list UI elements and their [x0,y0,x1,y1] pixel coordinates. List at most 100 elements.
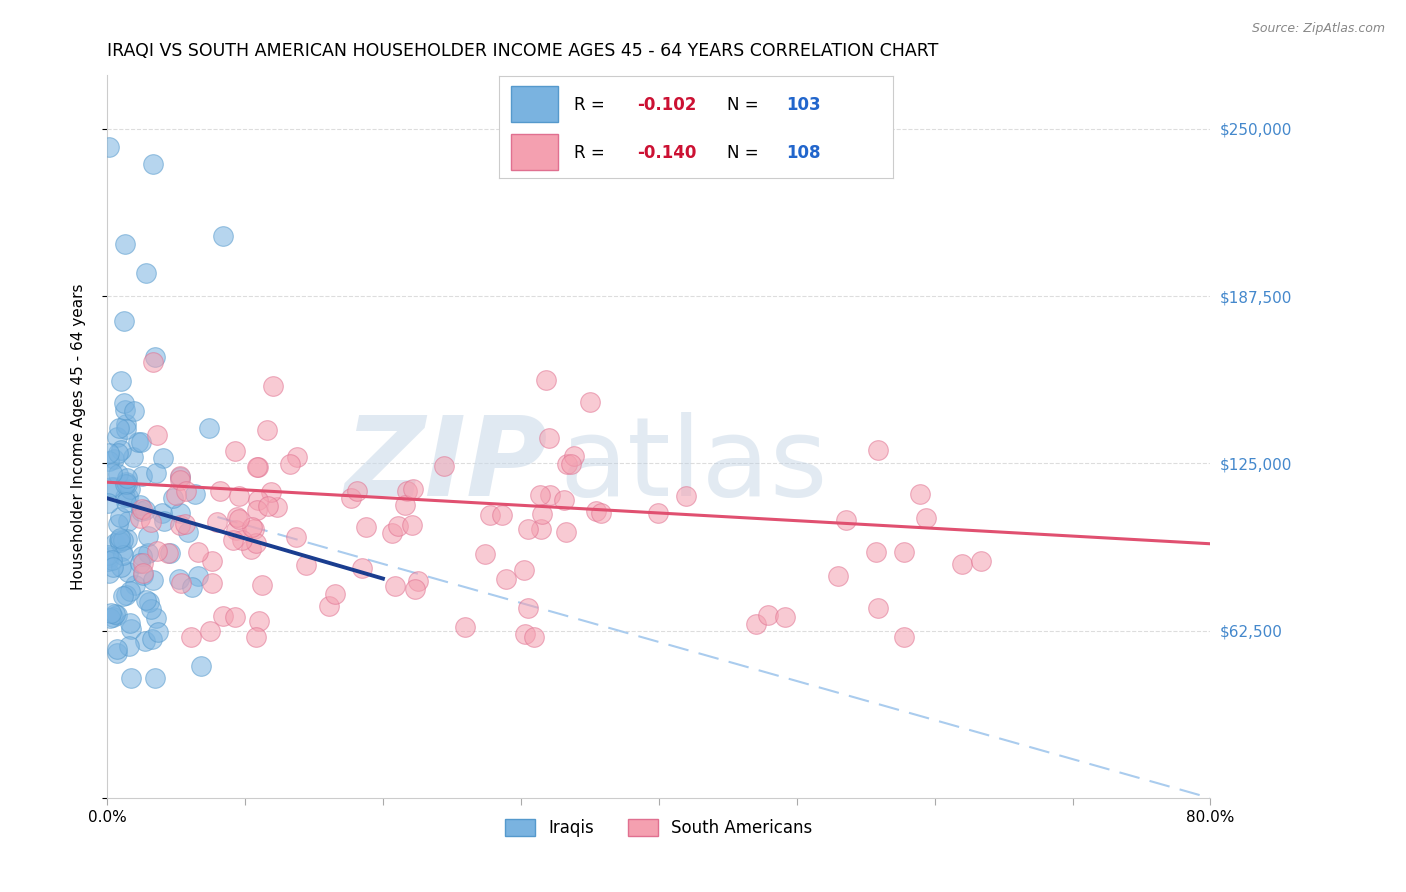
Iraqis [112,533,135,547]
South Americans [538,488,561,502]
South Americans [205,515,228,529]
South Americans [128,510,150,524]
South Americans [266,500,288,515]
South Americans [827,568,849,582]
South Americans [250,578,273,592]
Iraqis [115,532,138,546]
Text: R =: R = [574,95,610,113]
South Americans [562,450,585,464]
Iraqis [112,396,135,410]
Iraqis [127,435,149,450]
South Americans [914,510,936,524]
Iraqis [98,566,121,580]
Iraqis [135,266,157,280]
South Americans [247,493,270,508]
Iraqis [131,549,153,563]
South Americans [585,504,607,518]
South Americans [231,533,253,547]
South Americans [180,631,202,645]
Iraqis [101,560,124,574]
Legend: Iraqis, South Americans: Iraqis, South Americans [499,813,818,844]
South Americans [908,487,931,501]
Iraqis [129,504,152,518]
South Americans [208,483,231,498]
South Americans [970,553,993,567]
South Americans [240,519,263,533]
South Americans [323,587,346,601]
South Americans [245,631,267,645]
Text: IRAQI VS SOUTH AMERICAN HOUSEHOLDER INCOME AGES 45 - 64 YEARS CORRELATION CHART: IRAQI VS SOUTH AMERICAN HOUSEHOLDER INCO… [107,42,938,60]
Iraqis [114,490,136,504]
Text: N =: N = [727,95,765,113]
South Americans [173,517,195,532]
Iraqis [115,475,138,490]
South Americans [433,458,456,473]
Text: -0.102: -0.102 [637,95,696,113]
Iraqis [105,430,128,444]
Iraqis [184,487,207,501]
Iraqis [110,532,132,546]
South Americans [394,498,416,512]
South Americans [589,506,612,520]
Iraqis [110,535,132,549]
Iraqis [114,403,136,417]
South Americans [174,484,197,499]
Iraqis [115,417,138,431]
South Americans [381,525,404,540]
Iraqis [115,422,138,436]
South Americans [835,513,858,527]
Iraqis [128,556,150,570]
Iraqis [111,543,134,558]
South Americans [169,518,191,533]
Iraqis [114,495,136,509]
South Americans [530,522,553,536]
South Americans [560,457,582,471]
South Americans [478,508,501,523]
South Americans [395,484,418,499]
South Americans [246,503,269,517]
Iraqis [107,533,129,547]
Iraqis [118,639,141,653]
South Americans [529,488,551,502]
South Americans [523,631,546,645]
Iraqis [104,607,127,622]
Iraqis [124,403,146,417]
Text: -0.140: -0.140 [637,144,696,161]
Iraqis [197,421,219,435]
South Americans [516,601,538,615]
South Americans [243,522,266,536]
South Americans [950,558,973,572]
South Americans [145,544,167,558]
Iraqis [117,476,139,491]
South Americans [256,423,278,437]
Iraqis [134,634,156,648]
South Americans [773,610,796,624]
South Americans [225,523,247,537]
Iraqis [177,525,200,540]
Iraqis [118,584,141,599]
Iraqis [114,589,136,603]
Iraqis [112,548,135,562]
Iraqis [181,580,204,594]
South Americans [131,501,153,516]
Iraqis [162,491,184,505]
Iraqis [141,602,163,616]
South Americans [346,484,368,499]
South Americans [454,620,477,634]
Iraqis [105,641,128,656]
Text: R =: R = [574,144,610,161]
Iraqis [136,546,159,560]
Iraqis [103,480,125,494]
South Americans [245,536,267,550]
South Americans [340,491,363,505]
South Americans [384,579,406,593]
Text: ZIP: ZIP [344,412,548,519]
South Americans [142,354,165,368]
Iraqis [101,610,124,624]
South Americans [402,482,425,496]
South Americans [553,492,575,507]
South Americans [513,563,536,577]
Iraqis [97,554,120,568]
South Americans [285,530,308,544]
Iraqis [141,632,163,646]
